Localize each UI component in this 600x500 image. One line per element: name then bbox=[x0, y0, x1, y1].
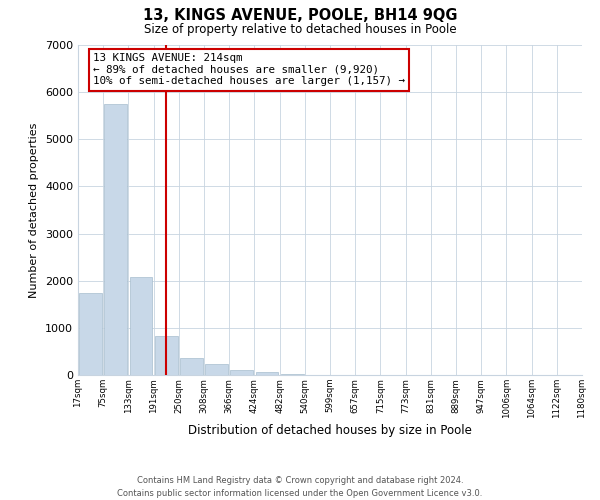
Bar bbox=[79, 292, 102, 375]
X-axis label: Distribution of detached houses by size in Poole: Distribution of detached houses by size … bbox=[188, 424, 472, 436]
Bar bbox=[155, 336, 178, 375]
Bar bbox=[205, 364, 228, 375]
Bar bbox=[180, 358, 203, 375]
Bar bbox=[130, 278, 152, 375]
Bar bbox=[230, 370, 253, 375]
Bar bbox=[256, 372, 278, 375]
Text: Contains HM Land Registry data © Crown copyright and database right 2024.
Contai: Contains HM Land Registry data © Crown c… bbox=[118, 476, 482, 498]
Bar bbox=[281, 374, 304, 375]
Text: 13 KINGS AVENUE: 214sqm
← 89% of detached houses are smaller (9,920)
10% of semi: 13 KINGS AVENUE: 214sqm ← 89% of detache… bbox=[93, 53, 405, 86]
Bar bbox=[104, 104, 127, 375]
Text: 13, KINGS AVENUE, POOLE, BH14 9QG: 13, KINGS AVENUE, POOLE, BH14 9QG bbox=[143, 8, 457, 22]
Y-axis label: Number of detached properties: Number of detached properties bbox=[29, 122, 40, 298]
Text: Size of property relative to detached houses in Poole: Size of property relative to detached ho… bbox=[143, 22, 457, 36]
